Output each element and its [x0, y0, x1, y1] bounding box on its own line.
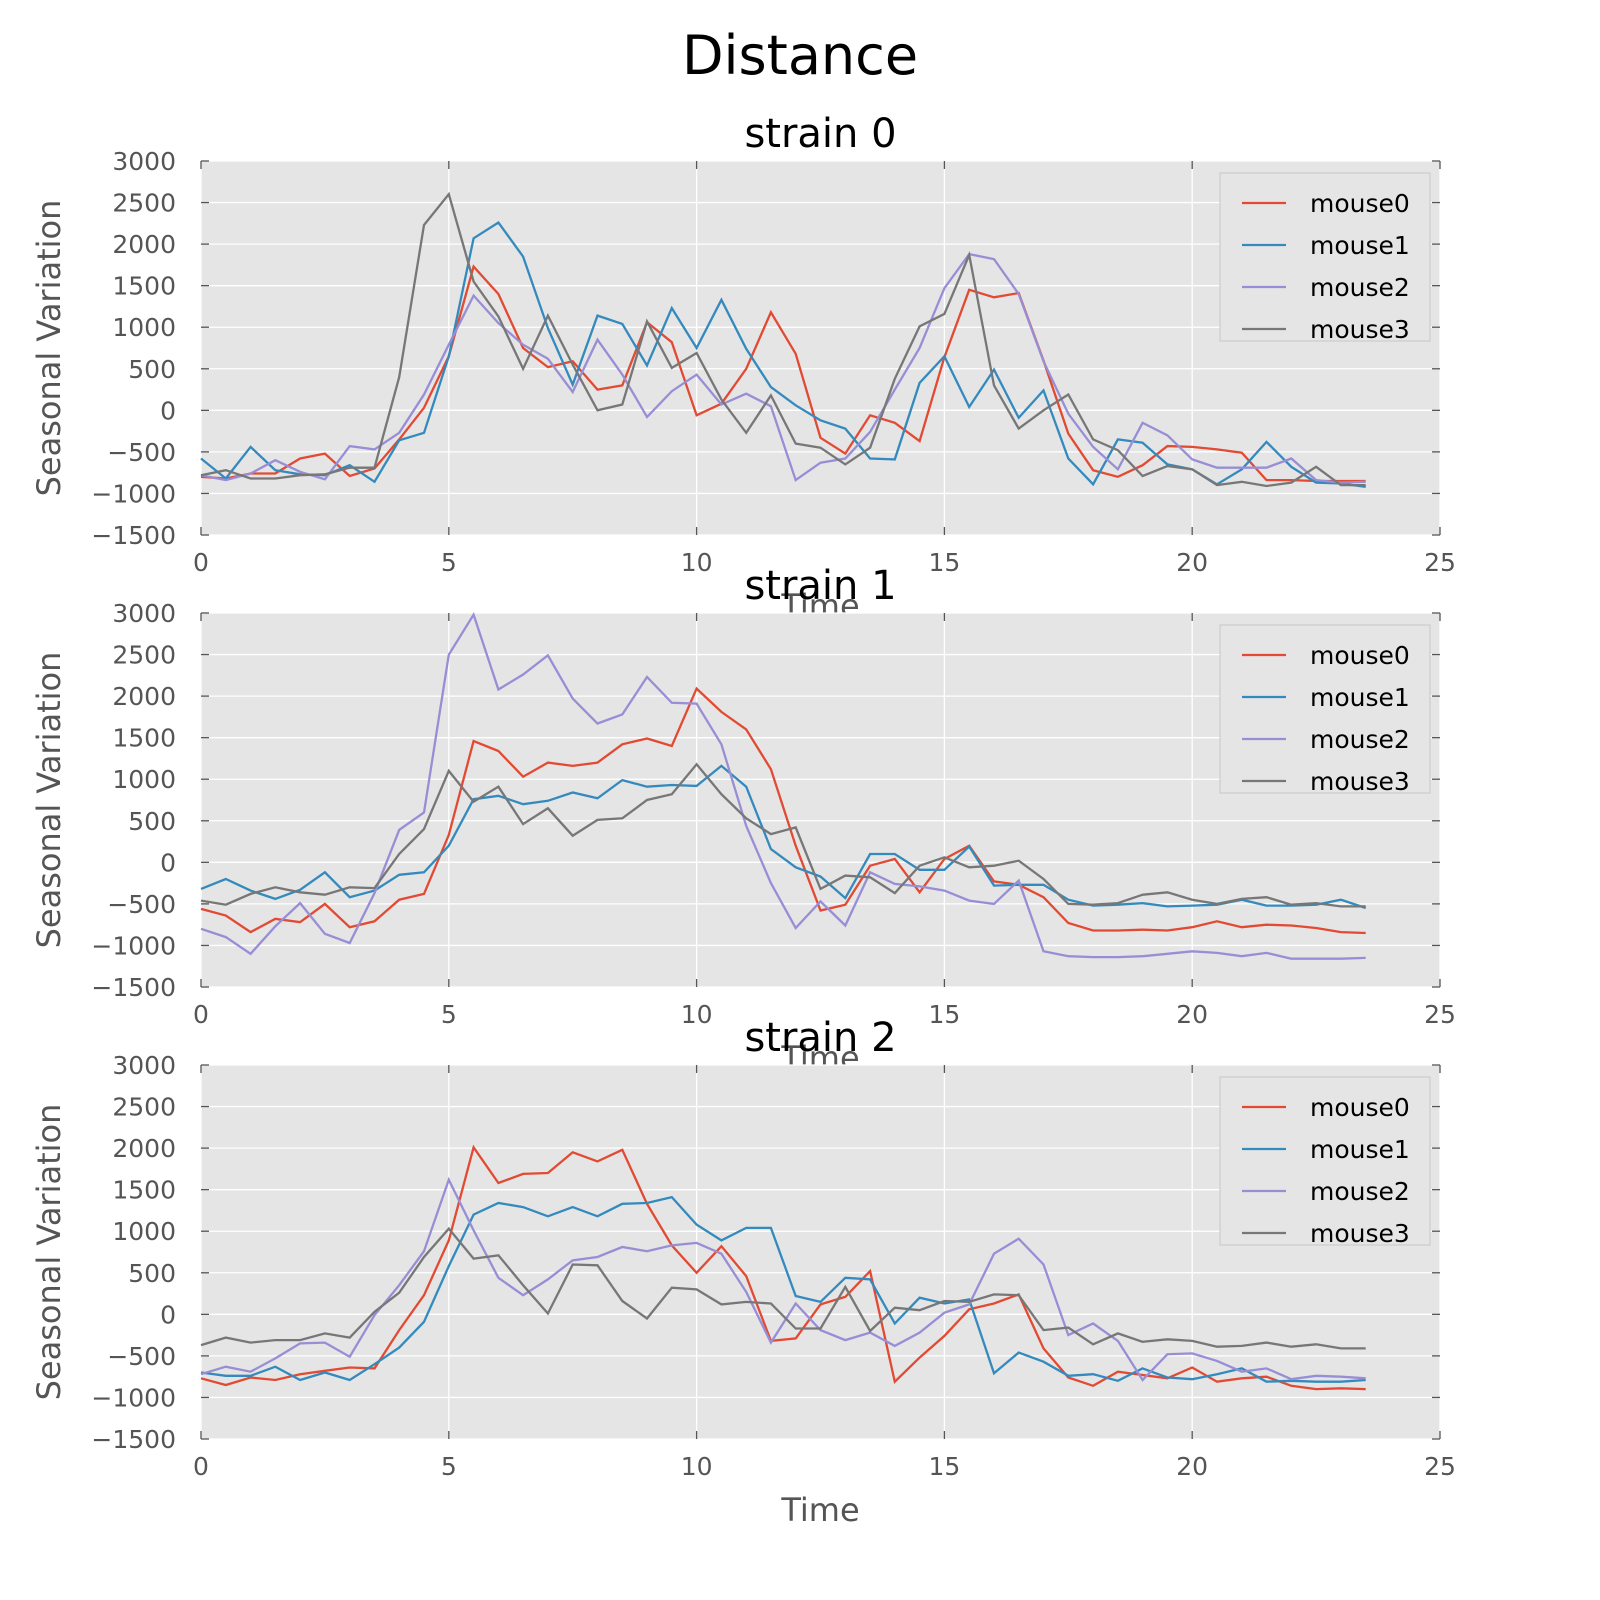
- series-line-mouse2: [200, 612, 1366, 960]
- x-tick-label: 10: [681, 1000, 713, 1029]
- y-tick-label: −500: [107, 1342, 176, 1371]
- legend-label-mouse0: mouse0: [1310, 1093, 1410, 1122]
- legend-label-mouse1: mouse1: [1310, 683, 1410, 712]
- legend-box: [1219, 172, 1431, 342]
- series-line-mouse1: [200, 220, 1366, 488]
- legend-label-mouse0: mouse0: [1310, 189, 1410, 218]
- y-tick-label: 2000: [112, 230, 176, 259]
- x-tick-label: 10: [681, 548, 713, 577]
- legend: mouse0 mouse1 mouse2 mouse3: [1219, 624, 1431, 796]
- y-tick-label: 2500: [112, 189, 176, 218]
- subplot-title: strain 1: [744, 563, 896, 609]
- x-tick-label: 20: [1176, 1000, 1208, 1029]
- legend: mouse0 mouse1 mouse2 mouse3: [1219, 1076, 1431, 1248]
- legend-label-mouse3: mouse3: [1310, 315, 1410, 344]
- y-tick-label: −500: [107, 438, 176, 467]
- y-tick-label: −500: [107, 890, 176, 919]
- legend-label-mouse3: mouse3: [1310, 1219, 1410, 1248]
- series-line-mouse1: [200, 764, 1367, 910]
- y-tick-label: 1500: [112, 724, 176, 753]
- y-tick-label: −1500: [91, 1425, 176, 1454]
- y-tick-label: 0: [160, 848, 176, 877]
- x-tick-label: 10: [681, 1452, 713, 1481]
- y-tick-label: 2500: [112, 1093, 176, 1122]
- series-line-mouse2: [200, 1176, 1366, 1382]
- y-tick-label: −1000: [91, 1383, 176, 1412]
- y-tick-label: −1500: [91, 521, 176, 550]
- y-axis-label: Seasonal Variation: [30, 652, 68, 949]
- y-tick-label: 0: [160, 1300, 176, 1329]
- x-tick-label: 15: [928, 548, 960, 577]
- series-line-mouse3: [200, 762, 1366, 908]
- y-tick-label: 1000: [112, 1217, 176, 1246]
- x-axis-label: Time: [780, 1491, 859, 1529]
- x-tick-label: 5: [441, 1000, 457, 1029]
- x-tick-label: 20: [1176, 548, 1208, 577]
- subplot-title: strain 2: [744, 1015, 896, 1061]
- x-tick-label: 25: [1424, 1000, 1456, 1029]
- figure-title: Distance: [682, 24, 918, 87]
- y-tick-label: 3000: [112, 599, 176, 628]
- x-tick-label: 15: [928, 1452, 960, 1481]
- x-tick-label: 5: [441, 1452, 457, 1481]
- y-tick-label: 3000: [112, 1051, 176, 1080]
- x-tick-label: 25: [1424, 548, 1456, 577]
- legend-box: [1219, 624, 1431, 794]
- subplot-0: 0 5 10 15 20 25 −1500 −1000 −500 0 500 1000 1500 2000…: [30, 111, 1456, 625]
- x-tick-label: 0: [193, 548, 209, 577]
- x-tick-label: 0: [193, 1000, 209, 1029]
- legend: mouse0 mouse1 mouse2 mouse3: [1219, 172, 1431, 344]
- legend-label-mouse2: mouse2: [1310, 273, 1410, 302]
- y-tick-label: 0: [160, 396, 176, 425]
- x-tick-label: 25: [1424, 1452, 1456, 1481]
- x-tick-label: 15: [928, 1000, 960, 1029]
- y-tick-label: −1000: [91, 479, 176, 508]
- legend-label-mouse0: mouse0: [1310, 641, 1410, 670]
- x-tick-label: 0: [193, 1452, 209, 1481]
- series-line-mouse0: [200, 264, 1366, 483]
- y-tick-label: 500: [128, 1259, 176, 1288]
- y-tick-label: 2000: [112, 682, 176, 711]
- subplot-2: 0 5 10 15 20 25 −1500 −1000 −500 0 500 1000 1500 2000…: [30, 1015, 1456, 1529]
- y-tick-label: 1500: [112, 1176, 176, 1205]
- y-tick-label: −1500: [91, 973, 176, 1002]
- series-line-mouse0: [200, 686, 1366, 935]
- y-axis-label: Seasonal Variation: [30, 200, 68, 497]
- subplots: 0 5 10 15 20 25−1500−1000−5000500100015002000…: [30, 111, 1456, 1529]
- series-line-mouse2: [200, 252, 1366, 484]
- legend-box: [1219, 1076, 1431, 1246]
- legend-label-mouse1: mouse1: [1310, 231, 1410, 260]
- y-tick-label: 500: [128, 807, 176, 836]
- y-tick-label: 1000: [112, 765, 176, 794]
- x-tick-label: 20: [1176, 1452, 1208, 1481]
- series-line-mouse1: [200, 1195, 1366, 1383]
- subplot-title: strain 0: [744, 111, 896, 157]
- series-line-mouse0: [200, 1144, 1366, 1391]
- y-tick-label: −1000: [91, 931, 176, 960]
- legend-label-mouse3: mouse3: [1310, 767, 1410, 796]
- y-tick-label: 1000: [112, 313, 176, 342]
- legend-label-mouse1: mouse1: [1310, 1135, 1410, 1164]
- y-tick-label: 2500: [112, 641, 176, 670]
- y-tick-label: 3000: [112, 147, 176, 176]
- subplot-1: 0 5 10 15 20 25 −1500 −1000 −500 0 500 1000 1500 2000…: [30, 563, 1456, 1077]
- y-axis-label: Seasonal Variation: [30, 1104, 68, 1401]
- legend-label-mouse2: mouse2: [1310, 1177, 1410, 1206]
- y-tick-label: 2000: [112, 1134, 176, 1163]
- y-tick-label: 1500: [112, 272, 176, 301]
- series-line-mouse3: [200, 1226, 1366, 1350]
- x-tick-label: 5: [441, 548, 457, 577]
- y-tick-label: 500: [128, 355, 176, 384]
- series-line-mouse3: [200, 191, 1366, 488]
- legend-label-mouse2: mouse2: [1310, 725, 1410, 754]
